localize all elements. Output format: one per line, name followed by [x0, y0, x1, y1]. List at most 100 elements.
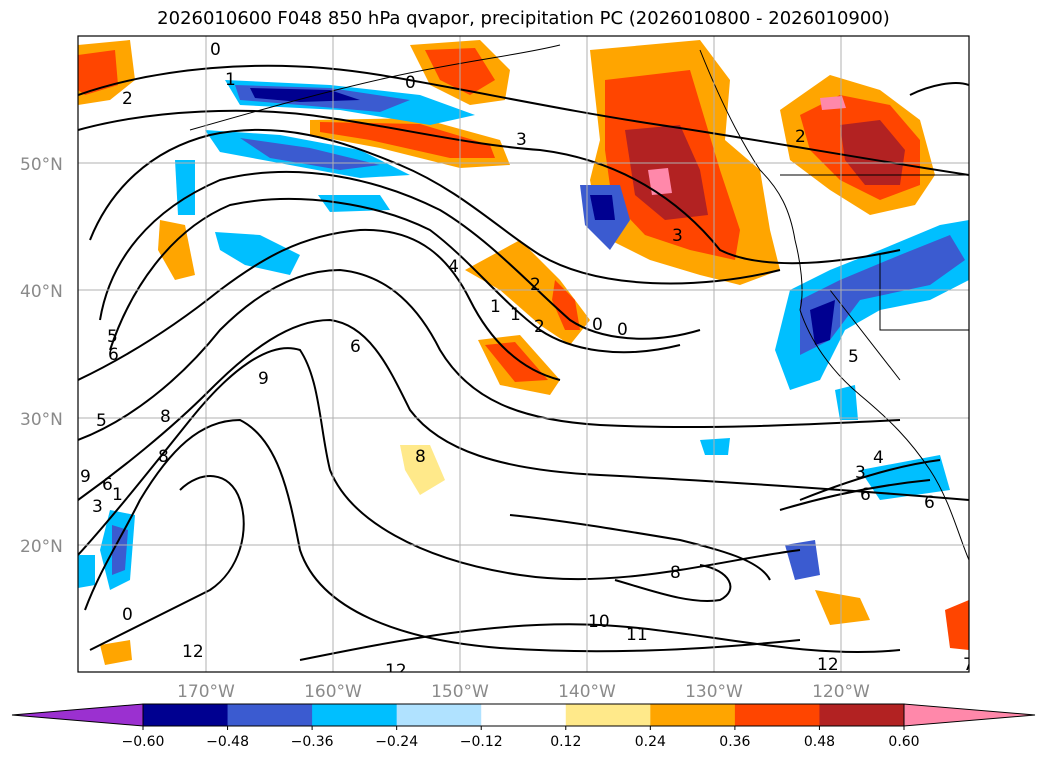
lon-label: 120°W — [812, 682, 870, 702]
contour-label: 0 — [405, 73, 416, 93]
contour-line — [84, 418, 801, 653]
colorbar-extend-high — [903, 703, 1036, 727]
contour-label: 0 — [122, 605, 133, 625]
contour-line — [78, 268, 901, 441]
contour-line — [99, 171, 701, 340]
lon-label: 170°W — [177, 682, 235, 702]
lat-axis-labels: 50°N 40°N 30°N 20°N — [20, 155, 63, 557]
contour-label: 1 — [225, 70, 236, 90]
precip-blob-canada-max — [820, 96, 846, 110]
colorbar-segment — [227, 704, 313, 726]
colorbar-label: −0.36 — [291, 734, 334, 750]
plot-area: 0 0 1 2 3 2 3 4 2 1 1 2 0 0 5 6 6 9 8 8 … — [78, 36, 974, 681]
contour-labels: 0 0 1 2 3 2 3 4 2 1 1 2 0 0 5 6 6 9 8 8 … — [80, 40, 974, 681]
contour-label: 9 — [80, 467, 91, 487]
lat-label: 20°N — [20, 537, 63, 557]
colorbar-label: 0.60 — [888, 734, 919, 750]
contour-label: 12 — [182, 642, 204, 662]
colorbar-segment — [396, 704, 482, 726]
contour-line — [299, 623, 901, 661]
contour-line — [89, 475, 245, 651]
colorbar-label: 0.24 — [635, 734, 666, 750]
contour-label: 0 — [617, 320, 628, 340]
precip-blob-ne-pacific-max — [648, 168, 672, 195]
map-title: 2026010600 F048 850 hPa qvapor, precipit… — [157, 8, 890, 29]
precip-blob-canada-inner — [840, 120, 905, 185]
contour-label: 11 — [626, 625, 648, 645]
contour-label: 2 — [530, 275, 541, 295]
colorbar-label: −0.24 — [375, 734, 418, 750]
precip-blob-neg-1 — [215, 232, 300, 275]
precip-blob-sw-neg-core — [112, 525, 128, 575]
contour-label: 1 — [112, 485, 123, 505]
colorbar-segment — [312, 704, 398, 726]
precip-band-frontal — [465, 240, 590, 345]
contour-line — [78, 109, 901, 265]
lat-label: 40°N — [20, 282, 63, 302]
contour-label: 3 — [672, 226, 683, 246]
contour-line — [89, 128, 781, 285]
precip-band-subtropical-core — [485, 342, 548, 382]
contour-label: 12 — [817, 655, 839, 675]
colorbar-segment — [565, 704, 651, 726]
colorbar-frame — [142, 703, 905, 727]
lat-label: 30°N — [20, 410, 63, 430]
contour-label: 6 — [860, 485, 871, 505]
precip-blob-wc-neg-max — [810, 300, 835, 345]
contour-label: 5 — [107, 327, 118, 347]
contour-label: 2 — [122, 89, 133, 109]
precip-blob-dark-gulf-core — [590, 195, 615, 220]
contour-label: 9 — [258, 369, 269, 389]
contour-line — [509, 514, 771, 581]
lon-label: 130°W — [685, 682, 743, 702]
coastline-alaska — [189, 44, 561, 131]
border-state-1 — [879, 255, 969, 331]
contour-line — [909, 82, 969, 96]
precip-blob-nw-corner-core — [78, 50, 118, 95]
contour-line — [799, 459, 941, 501]
contour-line — [779, 479, 931, 511]
contour-label: 3 — [516, 130, 527, 150]
contour-line — [78, 228, 561, 381]
contour-label: 4 — [873, 448, 884, 468]
precip-blob-neg-7 — [175, 160, 195, 215]
lon-label: 150°W — [431, 682, 489, 702]
contour-label: 5 — [96, 411, 107, 431]
contour-label: 12 — [385, 661, 407, 681]
colorbar-segment — [650, 704, 736, 726]
colorbar-label: −0.48 — [206, 734, 249, 750]
coastline-bc — [699, 49, 803, 311]
contour-label: 1 — [490, 297, 501, 317]
lon-axis-labels: 170°W 160°W 150°W 140°W 130°W 120°W — [177, 682, 870, 702]
contour-label: 4 — [448, 257, 459, 277]
contour-label: 7 — [963, 655, 974, 675]
colorbar — [11, 703, 1036, 727]
colorbar-segment — [819, 704, 905, 726]
colorbar-label: −0.12 — [460, 734, 503, 750]
contour-label: 8 — [670, 563, 681, 583]
lat-label: 50°N — [20, 155, 63, 175]
lon-label: 140°W — [558, 682, 616, 702]
contour-label: 0 — [210, 40, 221, 60]
contour-label: 6 — [924, 493, 935, 513]
colorbar-segment — [481, 704, 567, 726]
gridlines — [78, 36, 969, 672]
coastlines — [189, 44, 969, 561]
contour-line — [614, 564, 732, 602]
contour-label: 10 — [588, 612, 610, 632]
precip-band-gulf-neg-core — [240, 138, 380, 170]
plot-frame — [77, 35, 970, 673]
contour-line — [109, 198, 681, 354]
precip-blob-warm-1 — [158, 220, 195, 280]
colorbar-extend-low — [11, 703, 144, 727]
precip-blob-warm-4 — [945, 600, 969, 650]
contour-label: 6 — [108, 345, 119, 365]
coastline-west-coast — [799, 309, 969, 561]
contour-label: 6 — [350, 337, 361, 357]
contour-label: 8 — [415, 447, 426, 467]
qvapor-contours — [78, 64, 969, 661]
precip-blob-neg-4 — [700, 438, 730, 455]
precip-blob-warm-2 — [400, 445, 445, 495]
contour-label: 0 — [592, 315, 603, 335]
colorbar-segment — [734, 704, 820, 726]
